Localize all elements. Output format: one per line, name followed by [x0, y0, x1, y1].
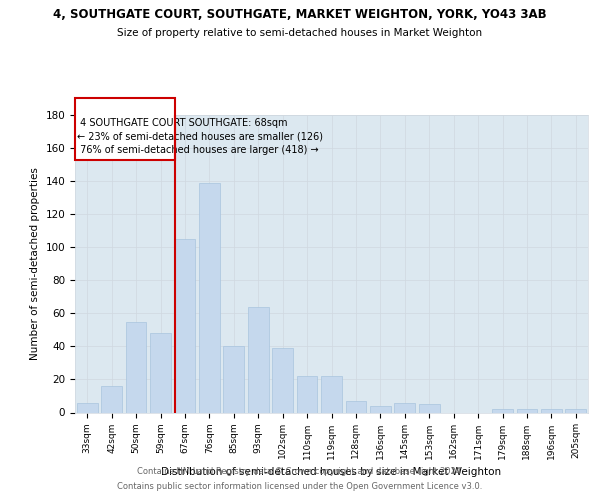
Bar [75, 98, 175, 160]
Bar [199, 183, 220, 412]
Bar [517, 409, 538, 412]
Text: 4, SOUTHGATE COURT, SOUTHGATE, MARKET WEIGHTON, YORK, YO43 3AB: 4, SOUTHGATE COURT, SOUTHGATE, MARKET WE… [53, 8, 547, 20]
Text: Contains public sector information licensed under the Open Government Licence v3: Contains public sector information licen… [118, 482, 482, 491]
Bar [175, 239, 196, 412]
Y-axis label: Number of semi-detached properties: Number of semi-detached properties [30, 168, 40, 360]
Text: ← 23% of semi-detached houses are smaller (126): ← 23% of semi-detached houses are smalle… [77, 132, 323, 141]
Bar [272, 348, 293, 412]
Bar [248, 306, 269, 412]
Text: Contains HM Land Registry data © Crown copyright and database right 2024.: Contains HM Land Registry data © Crown c… [137, 467, 463, 476]
Text: 4 SOUTHGATE COURT SOUTHGATE: 68sqm: 4 SOUTHGATE COURT SOUTHGATE: 68sqm [77, 118, 288, 128]
Bar [370, 406, 391, 412]
X-axis label: Distribution of semi-detached houses by size in Market Weighton: Distribution of semi-detached houses by … [161, 467, 502, 477]
Bar [125, 322, 146, 412]
Bar [150, 333, 171, 412]
Text: 76% of semi-detached houses are larger (418) →: 76% of semi-detached houses are larger (… [77, 145, 319, 155]
Bar [77, 402, 98, 412]
Bar [223, 346, 244, 412]
Text: Size of property relative to semi-detached houses in Market Weighton: Size of property relative to semi-detach… [118, 28, 482, 38]
Bar [101, 386, 122, 412]
Bar [394, 402, 415, 412]
Bar [565, 409, 586, 412]
Bar [541, 409, 562, 412]
Bar [419, 404, 440, 412]
Bar [296, 376, 317, 412]
Bar [492, 409, 513, 412]
Bar [346, 401, 367, 412]
Bar [321, 376, 342, 412]
